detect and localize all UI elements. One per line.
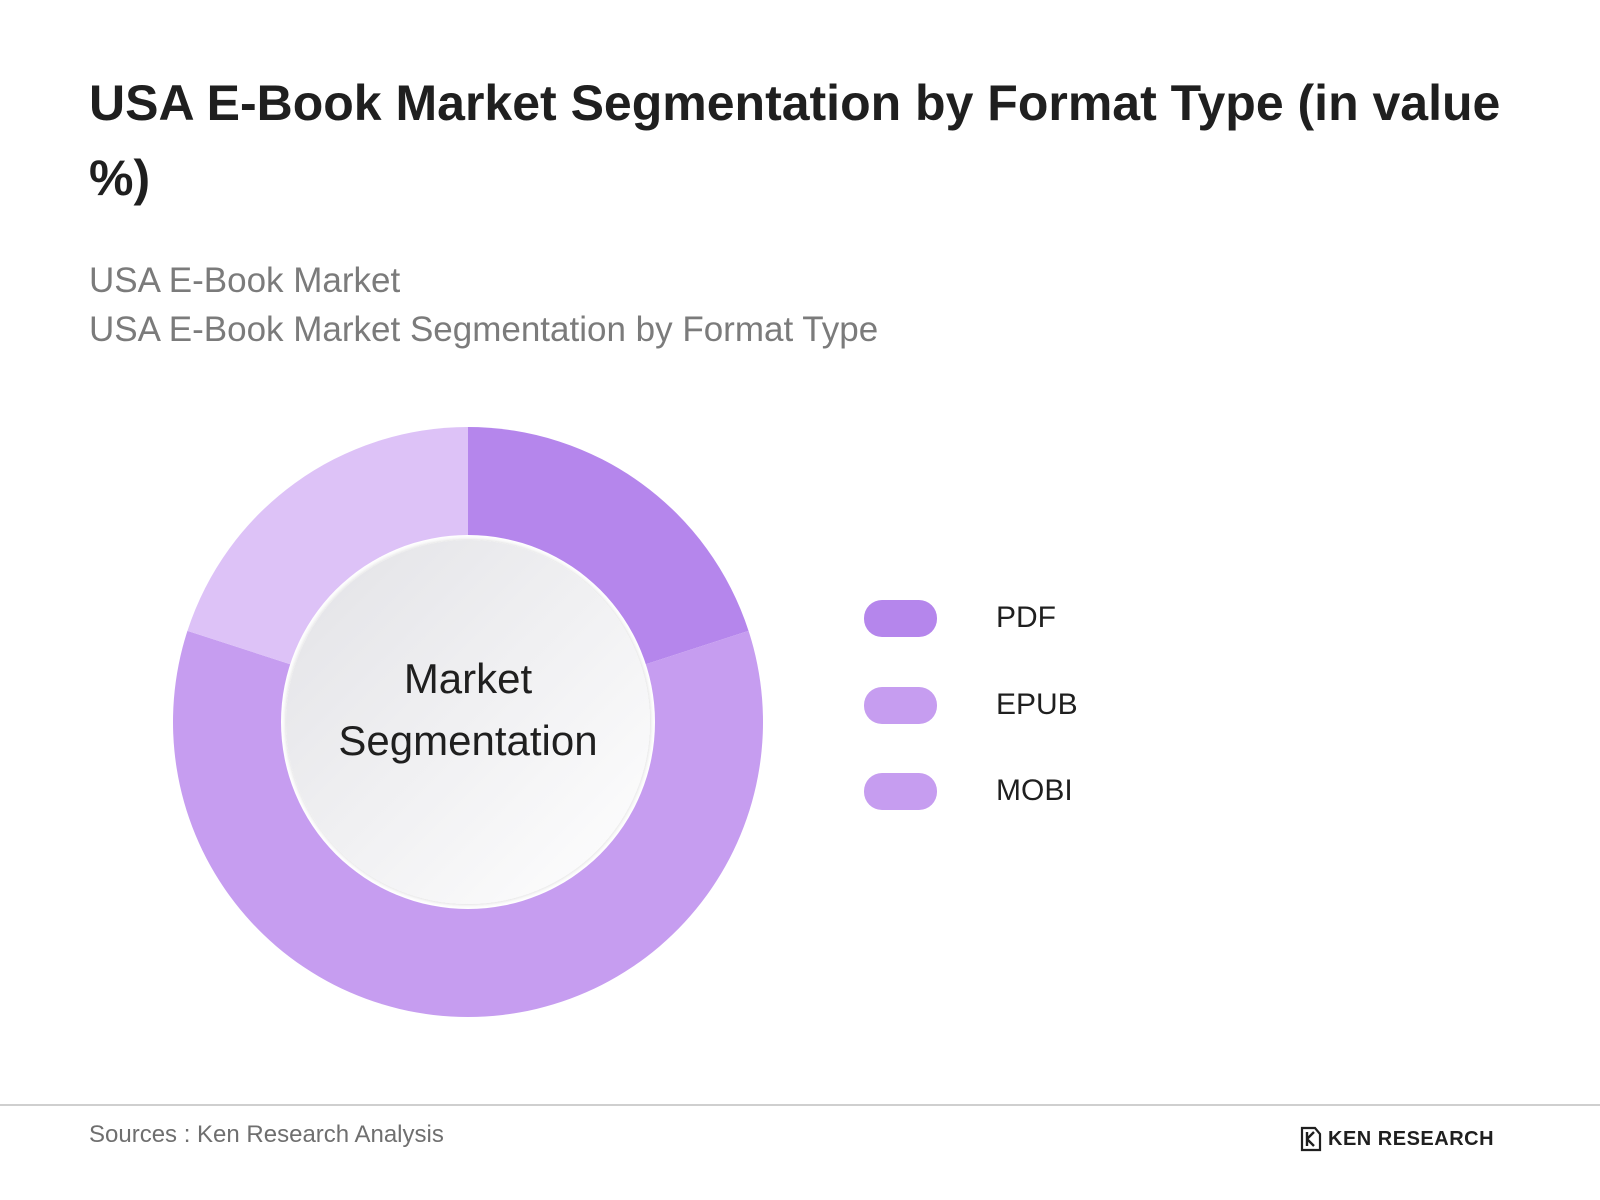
donut-center-label: Market Segmentation [268,648,668,772]
brand-logo: KEN RESEARCH [1300,1124,1494,1154]
center-label-line-1: Market [403,655,533,702]
source-note: Sources : Ken Research Analysis [89,1121,444,1148]
brand-name: KEN RESEARCH [1328,1127,1495,1150]
donut-hole [286,540,650,904]
legend-label-epub: EPUB [996,687,1078,721]
legend-label-pdf: PDF [996,601,1056,634]
donut-chart [172,427,763,1018]
center-label-line-2: Segmentation [338,717,598,764]
footer-divider [0,1104,1600,1106]
legend-swatch-epub [864,686,937,724]
legend-swatch-pdf [864,600,937,637]
subtitle-line-1: USA E-Book Market [89,261,401,300]
legend-swatch-mobi [864,773,937,810]
subtitle-line-2: USA E-Book Market Segmentation by Format… [89,310,879,349]
legend-label-mobi: MOBI [996,774,1073,807]
chart-title: USA E-Book Market Segmentation by Format… [89,75,1501,206]
chart-subtitle: USA E-Book Market USA E-Book Market Segm… [89,256,878,354]
ken-research-logo-icon [1300,1126,1322,1152]
